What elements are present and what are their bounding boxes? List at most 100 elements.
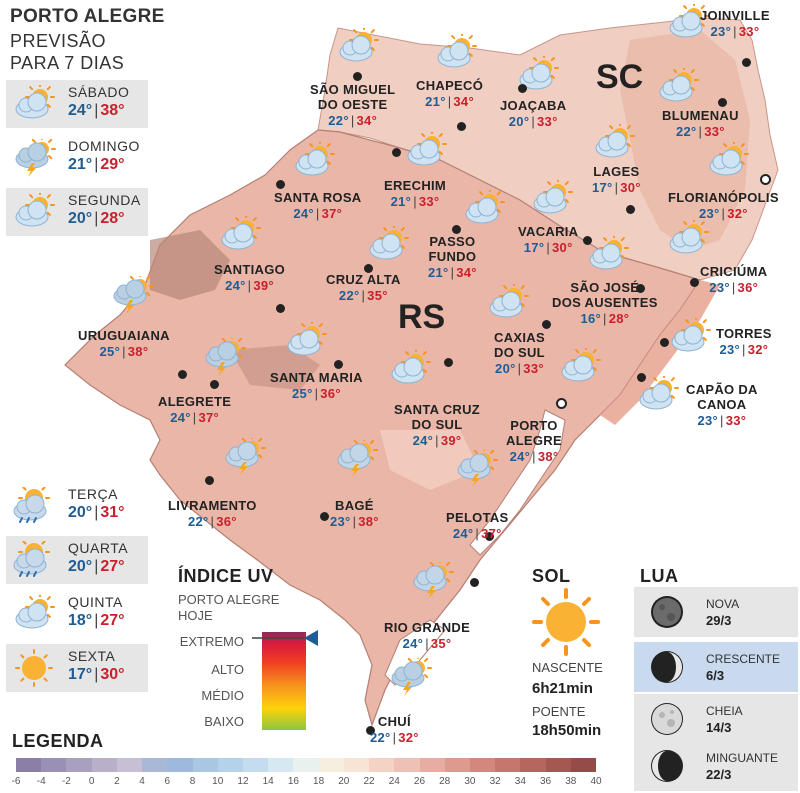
city-name: CHUÍ — [377, 714, 411, 729]
city-min-temp: 24° — [412, 433, 434, 448]
legend-swatch — [242, 758, 269, 772]
city-marker — [690, 278, 699, 287]
city-max-temp: 34° — [456, 265, 477, 280]
city-name: FLORIANÓPOLIS — [668, 190, 779, 205]
partly-cloudy-icon — [590, 121, 638, 162]
city-marker — [320, 512, 329, 521]
partly-cloudy-icon — [216, 213, 264, 254]
forecast-min-temp: 20° — [68, 504, 93, 521]
city-marker — [637, 373, 646, 382]
city-temps: 23° | 36° — [709, 280, 759, 295]
city-temps: 24° | 35° — [402, 636, 452, 651]
moon-phase-date: 22/3 — [706, 767, 732, 782]
partly-cloudy-icon — [664, 217, 712, 258]
city-name: LIVRAMENTO — [168, 498, 257, 513]
city-name: LAGES — [593, 164, 640, 179]
city-label-santa-rosa: SANTA ROSA 24° | 37° — [274, 190, 362, 221]
moon-phase-date: 6/3 — [706, 668, 725, 683]
legend-swatch — [192, 758, 218, 772]
city-marker — [626, 205, 635, 214]
forecast-day-name: QUARTA — [68, 540, 129, 556]
city-temps: 25° | 38° — [99, 344, 149, 359]
forecast-min-temp: 18° — [68, 612, 93, 629]
full-moon-icon — [650, 702, 684, 736]
city-temps: 23° | 32° — [719, 342, 769, 357]
legend-swatch — [16, 758, 42, 772]
forecast-min-temp: 17° — [68, 666, 93, 683]
forecast-max-temp: 31° — [100, 504, 125, 521]
city-temps: 17° | 30° — [523, 240, 573, 255]
legend-tick-label: 12 — [237, 776, 249, 787]
moon-phase-date: 14/3 — [706, 720, 732, 735]
city-max-temp: 33° — [537, 114, 558, 129]
city-min-temp: 24° — [170, 410, 191, 425]
sun-icon — [10, 649, 58, 687]
city-min-temp: 17° — [592, 180, 613, 195]
city-name: SANTA CRUZ — [394, 402, 481, 417]
city-label-uruguaiana: URUGUAIANA 25° | 38° — [78, 328, 170, 359]
forecast-day-temps: 21° | 29° — [68, 156, 125, 173]
city-min-temp: 23° — [710, 24, 732, 39]
city-name: VACARIA — [518, 224, 579, 239]
city-min-temp: 20° — [495, 361, 516, 376]
city-min-temp: 22° — [338, 288, 360, 303]
partly-cloudy-icon — [402, 129, 450, 170]
city-label-santiago: SANTIAGO 24° | 39° — [214, 262, 285, 293]
legend-tick-label: 26 — [413, 776, 426, 787]
forecast-day-6: SEXTA 17° | 30° — [6, 644, 148, 692]
city-name: CRICIÚMA — [700, 264, 768, 279]
city-marker — [542, 320, 551, 329]
city-min-temp: 17° — [523, 240, 545, 255]
city-marker — [718, 98, 727, 107]
partly-cloudy-icon — [514, 53, 562, 94]
city-marker — [364, 264, 373, 273]
city-marker — [457, 122, 466, 131]
city-max-temp: 32° — [747, 342, 769, 357]
city-min-temp: 23° — [709, 280, 730, 295]
city-min-temp: 21° — [390, 194, 412, 209]
forecast-day-name: SÁBADO — [68, 84, 130, 100]
city-max-temp: 33° — [738, 24, 760, 39]
forecast-day-name: TERÇA — [68, 486, 118, 502]
city-min-temp: 23° — [719, 342, 741, 357]
waxing-moon-icon — [650, 650, 684, 684]
new-moon-icon — [650, 595, 684, 629]
city-min-temp: 22° — [675, 124, 697, 139]
city-max-temp: 37° — [481, 526, 502, 541]
legend-tick-labels: -6 -4 -2 0 2 4 6 8 10 12 14 16 18 20 22 24 26 28 30 32 34 36 3… — [12, 776, 602, 790]
city-max-temp: 34° — [356, 113, 378, 128]
city-label-chu-: CHUÍ 22° | 32° — [370, 714, 419, 745]
sun-title: SOL — [532, 566, 571, 586]
partly-cloudy-icon — [290, 139, 338, 180]
city-marker — [556, 398, 567, 409]
city-label-santa-cruz: SANTA CRUZ DO SUL 24° | 39° — [394, 402, 480, 448]
legend-tick-label: 24 — [388, 776, 400, 787]
forecast-day-temps: 20° | 31° — [68, 504, 125, 521]
partly-cloudy-icon — [666, 315, 714, 356]
uv-subtitle-city: PORTO ALEGRE — [178, 592, 280, 607]
city-max-temp: 34° — [453, 94, 474, 109]
legend-tick-label: 34 — [514, 776, 526, 787]
moon-phase-name: CHEIA — [706, 704, 743, 718]
moon-phase-2: CHEIA 14/3 — [634, 694, 798, 744]
sunrise-time: 6h21min — [532, 680, 593, 697]
city-label-joa-aba: JOAÇABA 20° | 33° — [500, 98, 566, 129]
city-temps: 24° | 39° — [225, 278, 274, 293]
city-name: CHAPECÓ — [416, 78, 484, 93]
legend-tick-label: 6 — [164, 776, 171, 787]
city-min-temp: 21° — [425, 94, 446, 109]
uv-level-medium: MÉDIO — [201, 688, 244, 703]
forecast-day-name: QUINTA — [68, 594, 123, 610]
city-name: ALEGRETE — [158, 394, 232, 409]
forecast-min-temp: 24° — [68, 102, 93, 119]
city-temps: 22° | 36° — [187, 514, 237, 529]
partly-cloudy-icon — [460, 187, 508, 228]
city-marker — [636, 284, 645, 293]
city-marker — [518, 84, 527, 93]
city-temps: 23° | 32° — [698, 206, 748, 221]
forecast-max-temp: 29° — [100, 156, 125, 173]
city-temps: 24° | 37° — [293, 206, 343, 221]
uv-title: ÍNDICE UV — [178, 566, 274, 586]
legend-tick-label: 22 — [363, 776, 375, 787]
city-marker — [660, 338, 669, 347]
